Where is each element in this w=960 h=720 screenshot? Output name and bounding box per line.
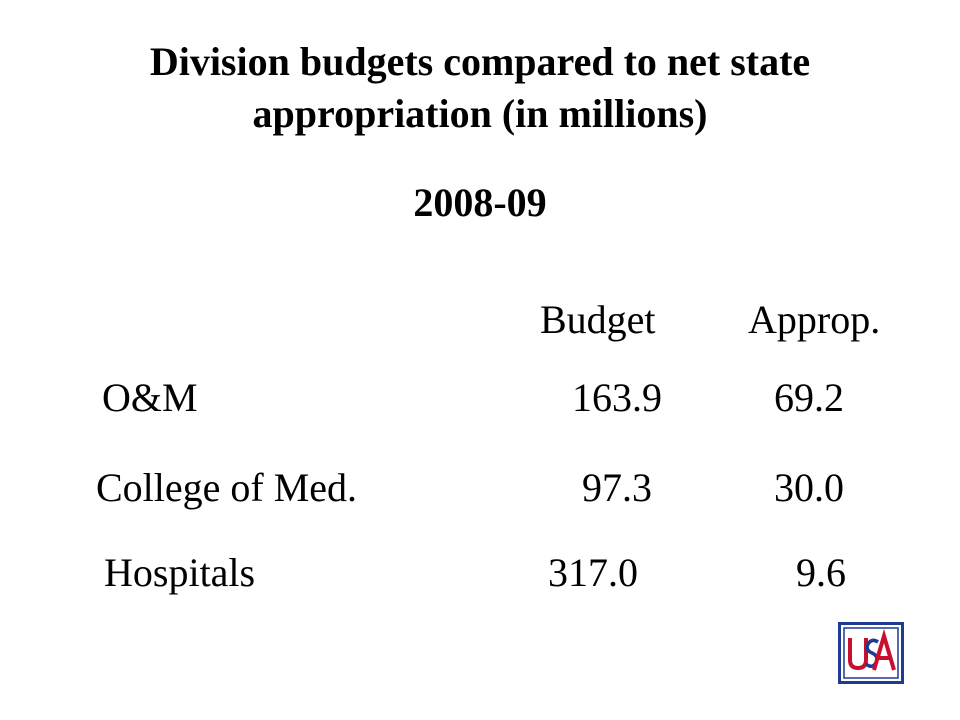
- slide-title-line-1: Division budgets compared to net state: [149, 39, 811, 84]
- row-college-of-med-approp: 30.0: [774, 465, 844, 510]
- usa-logo: [838, 622, 904, 684]
- row-hospitals-budget: 317.0: [548, 550, 638, 595]
- column-header-approp: Approp.: [748, 297, 881, 342]
- slide-title: Division budgets compared to net state a…: [0, 36, 960, 140]
- row-label-om: O&M: [102, 375, 198, 420]
- row-college-of-med-budget: 97.3: [582, 465, 652, 510]
- row-hospitals-approp: 9.6: [796, 550, 846, 595]
- slide-title-line-2: appropriation (in millions): [252, 91, 708, 136]
- usa-logo-mark: [838, 622, 904, 684]
- row-om-budget: 163.9: [572, 375, 662, 420]
- row-label-hospitals: Hospitals: [104, 550, 256, 595]
- fiscal-year-subtitle: 2008-09: [413, 180, 547, 225]
- row-om-approp: 69.2: [774, 375, 844, 420]
- row-label-college-of-med: College of Med.: [96, 465, 358, 510]
- column-header-budget: Budget: [540, 297, 656, 342]
